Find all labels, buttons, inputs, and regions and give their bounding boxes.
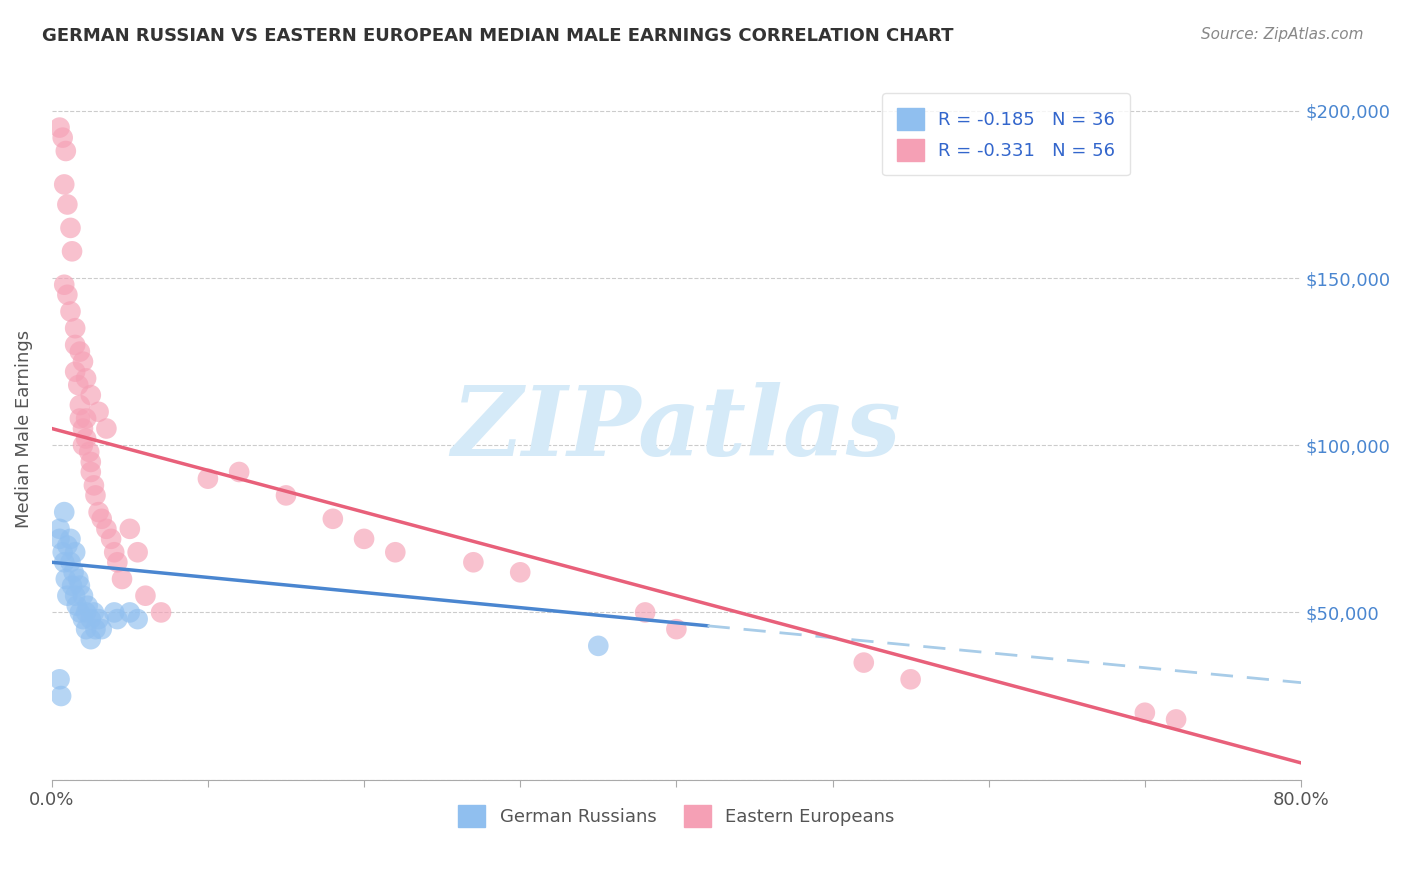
Point <box>103 606 125 620</box>
Point <box>105 555 128 569</box>
Point <box>83 478 105 492</box>
Point <box>48 522 70 536</box>
Point <box>103 545 125 559</box>
Point <box>75 606 97 620</box>
Point <box>72 438 94 452</box>
Point <box>60 579 83 593</box>
Point <box>49 689 72 703</box>
Point <box>76 599 98 613</box>
Point <box>111 572 134 586</box>
Point <box>127 545 149 559</box>
Point <box>75 371 97 385</box>
Point <box>634 606 657 620</box>
Point <box>52 130 75 145</box>
Point <box>63 589 86 603</box>
Point <box>87 505 110 519</box>
Text: ZIPatlas: ZIPatlas <box>451 382 901 475</box>
Point <box>80 388 103 402</box>
Point <box>66 599 89 613</box>
Point <box>322 512 344 526</box>
Point <box>53 277 76 292</box>
Point <box>60 244 83 259</box>
Point <box>665 622 688 636</box>
Point <box>59 304 82 318</box>
Point <box>53 505 76 519</box>
Point <box>90 622 112 636</box>
Point <box>84 488 107 502</box>
Point <box>67 572 90 586</box>
Point <box>1164 713 1187 727</box>
Point <box>62 566 84 580</box>
Point <box>56 589 79 603</box>
Point <box>53 178 76 192</box>
Point <box>197 472 219 486</box>
Point <box>48 673 70 687</box>
Point <box>127 612 149 626</box>
Point <box>118 606 141 620</box>
Point <box>463 555 485 569</box>
Point <box>55 144 77 158</box>
Point <box>87 612 110 626</box>
Point <box>75 432 97 446</box>
Point <box>69 606 91 620</box>
Point <box>150 606 173 620</box>
Point <box>48 120 70 135</box>
Point <box>96 522 118 536</box>
Point <box>59 220 82 235</box>
Point <box>900 673 922 687</box>
Point <box>228 465 250 479</box>
Point <box>84 622 107 636</box>
Point <box>96 421 118 435</box>
Point <box>77 445 100 459</box>
Point <box>63 365 86 379</box>
Point <box>80 612 103 626</box>
Point <box>80 465 103 479</box>
Point <box>100 532 122 546</box>
Point <box>69 411 91 425</box>
Point <box>72 589 94 603</box>
Point <box>75 622 97 636</box>
Point <box>72 612 94 626</box>
Point <box>80 455 103 469</box>
Point <box>118 522 141 536</box>
Point <box>55 572 77 586</box>
Point <box>1133 706 1156 720</box>
Y-axis label: Median Male Earnings: Median Male Earnings <box>15 329 32 527</box>
Point <box>67 378 90 392</box>
Legend: German Russians, Eastern Europeans: German Russians, Eastern Europeans <box>451 797 901 834</box>
Point <box>384 545 406 559</box>
Text: GERMAN RUSSIAN VS EASTERN EUROPEAN MEDIAN MALE EARNINGS CORRELATION CHART: GERMAN RUSSIAN VS EASTERN EUROPEAN MEDIA… <box>42 27 953 45</box>
Point <box>90 512 112 526</box>
Point <box>63 545 86 559</box>
Point <box>56 287 79 301</box>
Point <box>588 639 610 653</box>
Point <box>509 566 531 580</box>
Point <box>134 589 156 603</box>
Point <box>72 421 94 435</box>
Point <box>63 338 86 352</box>
Point <box>353 532 375 546</box>
Point <box>75 411 97 425</box>
Point <box>80 632 103 647</box>
Point <box>69 344 91 359</box>
Point <box>56 539 79 553</box>
Point <box>69 579 91 593</box>
Point <box>83 606 105 620</box>
Point <box>59 532 82 546</box>
Point <box>63 321 86 335</box>
Point <box>852 656 875 670</box>
Point <box>56 197 79 211</box>
Point <box>59 555 82 569</box>
Point <box>105 612 128 626</box>
Point <box>87 405 110 419</box>
Point <box>274 488 297 502</box>
Text: Source: ZipAtlas.com: Source: ZipAtlas.com <box>1201 27 1364 42</box>
Point <box>53 555 76 569</box>
Point <box>48 532 70 546</box>
Point <box>72 354 94 368</box>
Point <box>52 545 75 559</box>
Point <box>69 398 91 412</box>
